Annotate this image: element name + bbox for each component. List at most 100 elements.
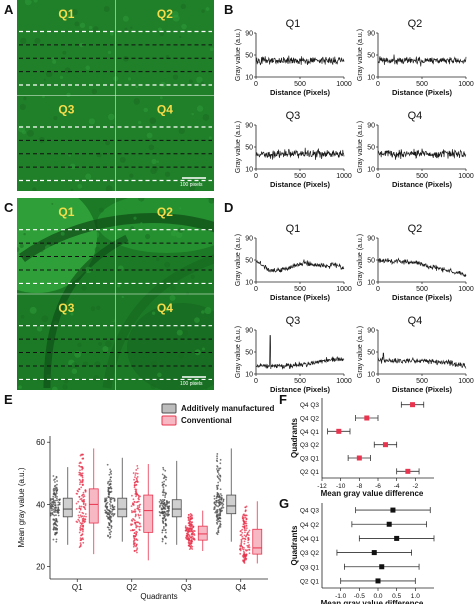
swarm-point xyxy=(110,473,113,475)
x-tick-label: 0 xyxy=(254,81,258,88)
swarm-point xyxy=(135,524,138,527)
swarm-point xyxy=(52,538,55,541)
swarm-point xyxy=(55,491,58,493)
profile-title-Q2: Q2 xyxy=(408,223,423,235)
swarm-point xyxy=(79,545,82,548)
texture-speck xyxy=(62,313,65,317)
swarm-point xyxy=(133,532,136,535)
swarm-point xyxy=(213,497,216,500)
swarm-point xyxy=(190,542,193,545)
swarm-point xyxy=(134,490,137,492)
y-tick-label: 10 xyxy=(367,75,375,82)
texture-speck xyxy=(17,247,20,252)
texture-speck xyxy=(121,295,124,299)
dark-band xyxy=(43,234,129,389)
swarm-point xyxy=(81,453,84,456)
swarm-point xyxy=(54,478,56,481)
swarm-point xyxy=(55,486,58,489)
swarm-point xyxy=(135,533,138,535)
swarm-point xyxy=(57,509,59,512)
swarm-point xyxy=(243,527,246,530)
swarm-point xyxy=(49,497,52,500)
legend-swatch-conventional xyxy=(161,415,177,426)
swarm-point xyxy=(81,515,84,518)
swarm-point xyxy=(79,507,82,510)
y-tick-label: 50 xyxy=(367,145,375,152)
y-axis-label: Gray value (a.u.) xyxy=(235,234,242,286)
swarm-point xyxy=(161,481,164,484)
texture-speck xyxy=(204,365,211,372)
y-category-label: Q4 Q1 xyxy=(300,429,320,436)
swarm-point xyxy=(248,548,250,551)
swarm-point xyxy=(85,515,87,518)
swarm-point xyxy=(245,522,248,525)
swarm-point xyxy=(81,494,83,497)
x-tick-label: 500 xyxy=(416,378,428,385)
swarm-point xyxy=(106,482,109,485)
swarm-point xyxy=(138,525,141,528)
swarm-point xyxy=(57,501,60,504)
swarm-point xyxy=(51,501,54,504)
quadrant-label-Q2: Q2 xyxy=(157,205,173,219)
swarm-point xyxy=(165,500,168,502)
swarm-point xyxy=(134,513,137,516)
texture-speck xyxy=(140,222,143,225)
swarm-point xyxy=(243,547,245,549)
scale-bar-label: 100 pixels xyxy=(180,182,203,188)
texture-speck xyxy=(98,342,102,346)
swarm-point xyxy=(78,516,81,519)
swarm-point xyxy=(161,510,164,513)
swarm-point xyxy=(213,502,216,505)
texture-speck xyxy=(122,15,129,22)
texture-speck xyxy=(44,263,48,267)
quadrant-label-Q2: Q2 xyxy=(157,7,173,21)
swarm-point xyxy=(136,531,138,534)
y-tick-label: 50 xyxy=(367,258,375,265)
swarm-point xyxy=(113,513,115,516)
texture-speck xyxy=(52,59,57,64)
texture-speck xyxy=(119,156,126,163)
swarm-point xyxy=(56,483,58,486)
swarm-point xyxy=(188,548,191,551)
swarm-point xyxy=(218,499,220,502)
swarm-point xyxy=(241,537,244,540)
swarm-point xyxy=(106,463,109,466)
texture-speck xyxy=(159,96,163,100)
swarm-point xyxy=(79,534,82,537)
swarm-point xyxy=(189,543,191,546)
texture-speck xyxy=(170,285,176,291)
swarm-point xyxy=(163,499,166,502)
swarm-point xyxy=(215,500,218,502)
swarm-point xyxy=(77,514,80,517)
y-tick-label: 90 xyxy=(367,328,375,335)
mean-marker-Q4-Q1 xyxy=(336,428,342,434)
swarm-point xyxy=(80,486,83,489)
texture-speck xyxy=(64,300,71,306)
texture-speck xyxy=(41,260,44,263)
swarm-point xyxy=(49,499,52,502)
swarm-point xyxy=(240,533,243,536)
swarm-point xyxy=(245,518,248,521)
y-axis-label: Mean gray value (a.u.) xyxy=(17,467,26,547)
swarm-point xyxy=(55,497,58,500)
boxplot-panel-E: 20 40 60 Mean gray value (a.u.) Quadrants Q1 Q… xyxy=(17,403,274,601)
swarm-point xyxy=(83,507,86,509)
swarm-point xyxy=(138,495,140,497)
swarm-point xyxy=(135,544,138,546)
texture-speck xyxy=(79,42,85,48)
texture-speck xyxy=(71,362,78,368)
y-axis-label: Gray value (a.u.) xyxy=(235,29,242,81)
swarm-point xyxy=(78,464,81,467)
texture-speck xyxy=(178,128,185,134)
y-tick-label: 10 xyxy=(367,372,375,379)
swarm-point xyxy=(214,506,216,508)
swarm-point xyxy=(107,487,110,490)
swarm-point xyxy=(218,495,221,498)
profile-trace-Q4 xyxy=(377,352,467,369)
profile-panel-B-Q2: 10 50 90 0 500 1000 Distance (Pixels) Gray valu… xyxy=(357,18,474,97)
swarm-point xyxy=(113,499,116,502)
swarm-point xyxy=(164,519,167,522)
y-tick-label: 50 xyxy=(245,350,253,357)
swarm-point xyxy=(58,503,61,506)
